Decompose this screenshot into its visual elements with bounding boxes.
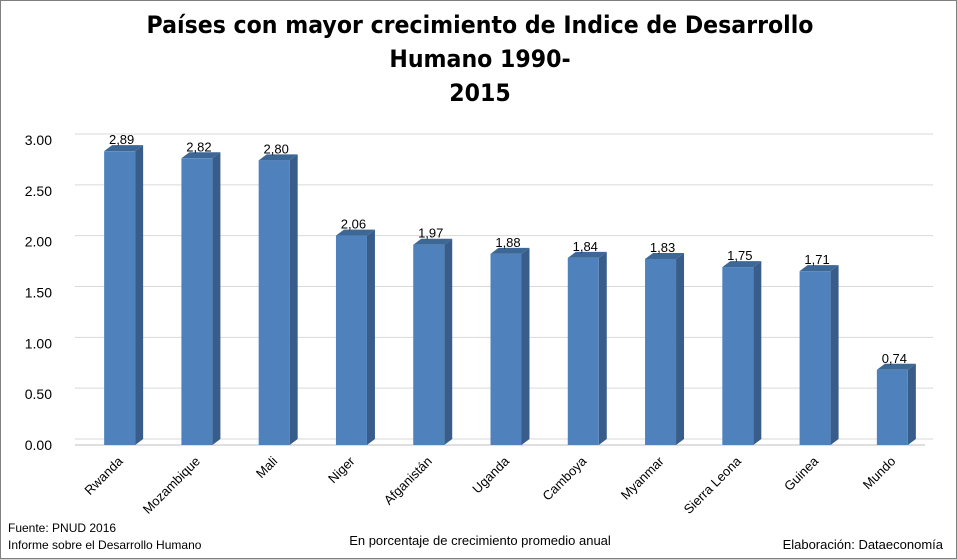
bar	[490, 247, 530, 445]
bar-side	[521, 247, 530, 445]
bar	[799, 265, 839, 445]
bar-top	[413, 238, 453, 245]
bar	[413, 238, 453, 445]
y-tick-label: 1.00	[25, 335, 52, 351]
bar	[258, 154, 298, 446]
x-tick-label: Myanmar	[618, 453, 667, 502]
value-label: 1,88	[495, 235, 520, 250]
bar-top	[490, 247, 530, 254]
x-axis-categories: Rwanda Mozambique Mali Niger Afganistán Ugand…	[81, 453, 898, 517]
value-label: 1,75	[727, 248, 752, 263]
bar	[567, 251, 607, 445]
bar-front	[799, 271, 831, 445]
source-line-2: Informe sobre el Desarrollo Humano	[8, 538, 202, 552]
bar-side	[135, 145, 144, 445]
bar-side	[830, 265, 839, 445]
bar-front	[335, 235, 367, 445]
bar-top	[799, 265, 839, 272]
bar	[722, 261, 762, 445]
bars	[104, 145, 916, 446]
bar-top	[722, 261, 762, 268]
bar-side	[676, 252, 685, 445]
y-tick-label: 0.00	[25, 437, 52, 453]
x-tick-label: Camboya	[539, 453, 589, 503]
y-axis-ticks: 0.00 0.50 1.00 1.50 2.00 2.50 3.00	[25, 132, 52, 453]
bar	[335, 229, 375, 445]
bar-front	[722, 267, 754, 445]
bar-top	[876, 363, 916, 370]
value-label: 2,89	[109, 132, 134, 147]
chart-title-line-1: Países con mayor crecimiento de Indice d…	[146, 11, 814, 73]
bar-side	[289, 154, 298, 446]
chart-title: Países con mayor crecimiento de Indice d…	[94, 8, 867, 110]
bar-front	[876, 369, 908, 445]
y-tick-label: 1.50	[25, 285, 52, 301]
bar	[181, 152, 221, 446]
bar-front	[413, 244, 445, 445]
bar-front	[490, 253, 522, 445]
y-tick-label: 2.50	[25, 183, 52, 199]
x-tick-label: Mundo	[860, 454, 899, 493]
bar-side	[212, 152, 221, 446]
x-tick-label: Mali	[253, 453, 281, 481]
bar-side	[366, 229, 375, 445]
bar	[104, 145, 144, 445]
x-tick-label: Guinea	[781, 453, 822, 494]
bar-top	[258, 154, 298, 161]
bar-front	[181, 158, 213, 446]
bar-side	[598, 251, 607, 445]
value-label: 1,84	[573, 239, 598, 254]
bar-side	[907, 363, 916, 445]
y-tick-label: 0.50	[25, 386, 52, 402]
value-label: 2,06	[341, 217, 366, 232]
value-label: 0,74	[882, 351, 907, 366]
value-label: 1,71	[804, 252, 829, 267]
bar-front	[645, 258, 677, 445]
x-tick-label: Niger	[325, 453, 358, 486]
bar-front	[258, 160, 290, 446]
bar	[645, 252, 685, 445]
bar-top	[104, 145, 144, 152]
bar-side	[444, 238, 453, 445]
bar-front	[567, 257, 599, 445]
x-axis-label: En porcentaje de crecimiento promedio an…	[349, 533, 611, 548]
credit-label: Elaboración: Dataeconomía	[782, 537, 943, 552]
bar-top	[645, 252, 685, 259]
bar-top	[567, 251, 607, 258]
x-tick-label: Mozambique	[140, 454, 203, 517]
x-tick-label: Sierra Leona	[681, 453, 745, 517]
value-labels: 2,89 2,82 2,80 2,06 1,97 1,88 1,84 1,83 1,75 1,71…	[109, 132, 907, 366]
bar-side	[753, 261, 762, 445]
bar-top	[335, 229, 375, 236]
value-label: 2,80	[264, 141, 289, 156]
bar	[876, 363, 916, 445]
value-label: 1,97	[418, 226, 443, 241]
value-label: 2,82	[186, 139, 211, 154]
x-tick-label: Rwanda	[81, 453, 126, 498]
y-tick-label: 2.00	[25, 234, 52, 250]
x-tick-label: Afganistán	[381, 454, 435, 508]
bar-top	[181, 152, 221, 159]
value-label: 1,83	[650, 240, 675, 255]
y-tick-label: 3.00	[25, 132, 52, 148]
chart-title-line-2: 2015	[449, 79, 511, 107]
x-tick-label: Uganda	[469, 453, 512, 496]
bar-front	[104, 151, 136, 445]
source-line-1: Fuente: PNUD 2016	[8, 521, 117, 535]
